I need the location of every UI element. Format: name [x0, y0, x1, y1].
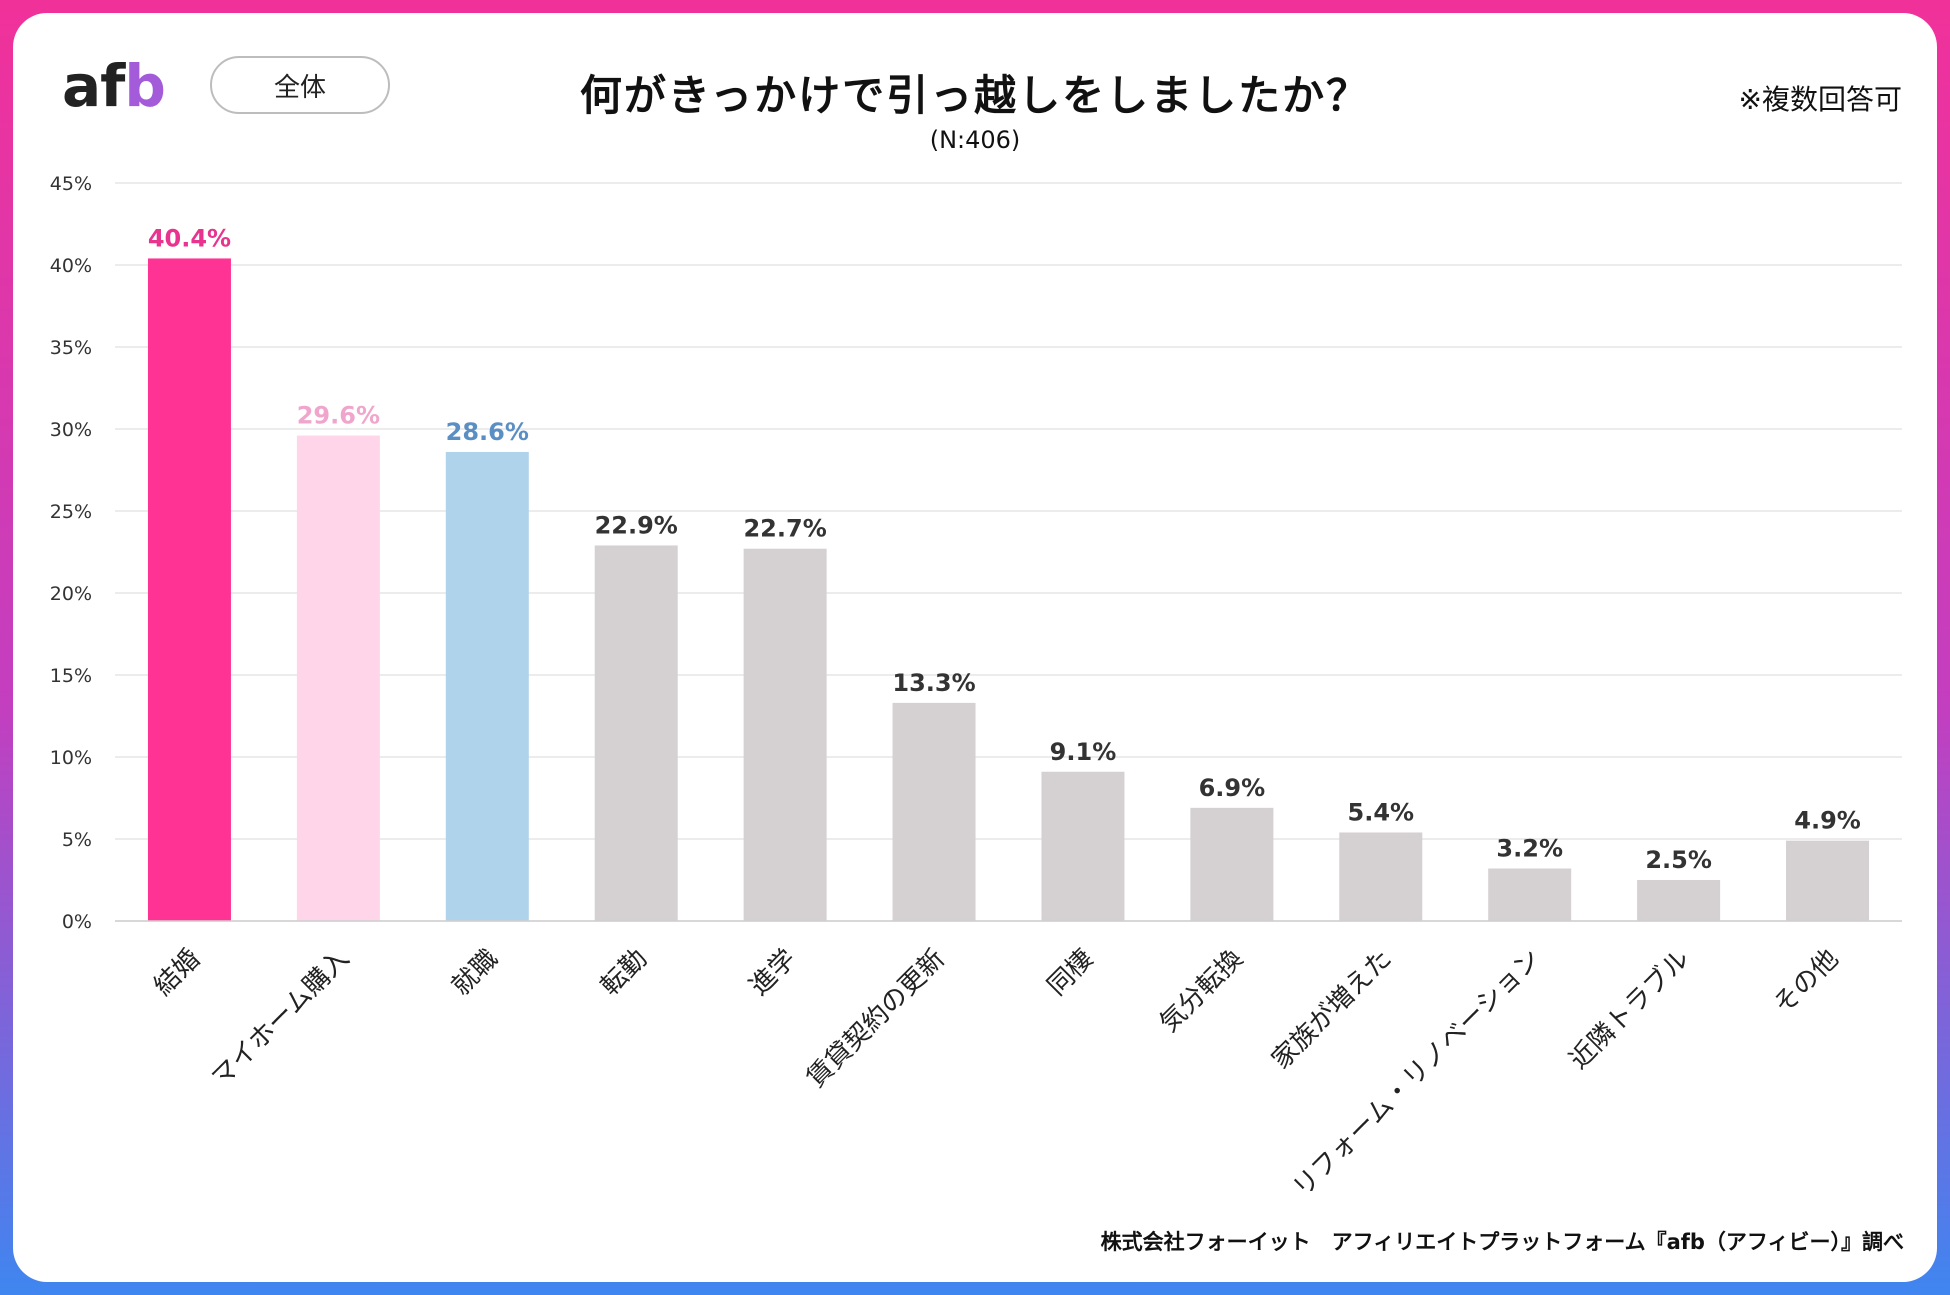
bar-11	[1637, 880, 1721, 921]
value-label-8: 6.9%	[1199, 774, 1266, 802]
y-tick-label-20: 20%	[50, 583, 92, 605]
bar-8	[1190, 807, 1274, 921]
value-label-4: 22.9%	[595, 511, 678, 539]
logo-text-af: af	[62, 52, 125, 120]
x-tick-label-3: 就職	[446, 944, 504, 1002]
segment-label: 全体	[273, 72, 326, 103]
source-credit: 株式会社フォーイット アフィリエイトプラットフォーム『afb（アフィビー）』調べ	[1100, 1230, 1904, 1254]
y-tick-label-25: 25%	[50, 501, 92, 523]
y-tick-label-0: 0%	[62, 911, 92, 933]
value-label-3: 28.6%	[446, 418, 529, 446]
value-label-12: 4.9%	[1794, 807, 1861, 835]
value-label-5: 22.7%	[743, 515, 826, 543]
bar-10	[1488, 868, 1572, 921]
x-tick-label-9: 家族が増えた	[1266, 944, 1398, 1076]
bar-7	[1041, 771, 1125, 921]
y-tick-label-30: 30%	[50, 419, 92, 441]
x-tick-label-2: マイホーム購入	[206, 944, 355, 1093]
bar-3	[445, 451, 529, 921]
bar-2	[296, 435, 380, 921]
value-label-1: 40.4%	[148, 224, 231, 252]
x-tick-label-1: 結婚	[148, 944, 206, 1002]
x-tick-label-10: リフォーム・リノベーション	[1287, 944, 1546, 1203]
x-tick-label-5: 進学	[744, 944, 802, 1002]
value-label-2: 29.6%	[297, 402, 380, 430]
y-tick-label-10: 10%	[50, 747, 92, 769]
x-tick-label-7: 同棲	[1042, 944, 1100, 1002]
y-tick-label-15: 15%	[50, 665, 92, 687]
x-tick-label-12: その他	[1768, 944, 1844, 1020]
y-tick-label-45: 45%	[50, 173, 92, 195]
value-label-7: 9.1%	[1050, 738, 1117, 766]
y-tick-label-40: 40%	[50, 255, 92, 277]
x-tick-label-8: 気分転換	[1154, 944, 1249, 1039]
chart-title: 何がきっかけで引っ越しをしましたか？	[579, 71, 1371, 120]
bar-1	[147, 258, 231, 921]
bar-9	[1339, 832, 1423, 921]
x-tick-label-4: 転勤	[595, 944, 653, 1002]
value-label-10: 3.2%	[1496, 835, 1563, 863]
multiple-answer-note: ※複数回答可	[1738, 83, 1902, 116]
bar-12	[1786, 840, 1870, 921]
logo-text-b: b	[124, 52, 166, 120]
value-label-6: 13.3%	[892, 669, 975, 697]
bar-4	[594, 545, 678, 921]
y-tick-label-35: 35%	[50, 337, 92, 359]
bar-5	[743, 548, 827, 921]
value-label-9: 5.4%	[1348, 798, 1415, 826]
value-label-11: 2.5%	[1645, 846, 1712, 874]
afb-logo: afb	[62, 52, 166, 120]
chart-subtitle: (N:406)	[929, 126, 1021, 154]
y-tick-label-5: 5%	[62, 829, 92, 851]
segment-pill[interactable]: 全体	[210, 56, 390, 114]
x-tick-label-11: 近隣トラブル	[1564, 944, 1696, 1076]
bar-6	[892, 702, 976, 921]
x-tick-label-6: 賃貸契約の更新	[801, 944, 951, 1094]
